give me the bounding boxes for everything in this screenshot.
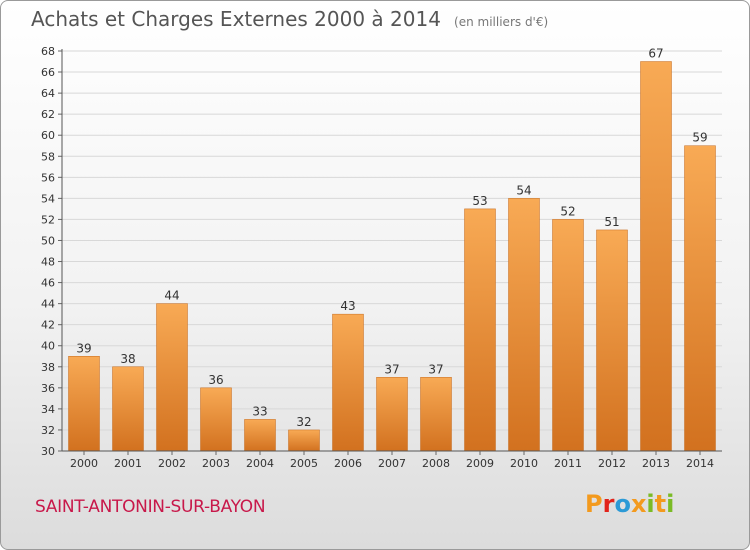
x-tick-label: 2008 (422, 457, 450, 470)
x-tick-label: 2011 (554, 457, 582, 470)
bars: 39 38 44 36 33 32 43 37 37 53 54 52 51 67 59 (68, 47, 716, 452)
data-label: 38 (120, 352, 135, 366)
bar-2014 (684, 145, 716, 452)
x-tick-label: 2014 (686, 457, 714, 470)
logo-letter: i (646, 490, 655, 518)
data-label: 44 (164, 289, 179, 303)
bar-2001 (112, 366, 144, 452)
x-tick-label: 2012 (598, 457, 626, 470)
bar-2003 (200, 387, 232, 452)
bar-2005 (288, 429, 320, 452)
data-label: 36 (208, 373, 223, 387)
chart-subtitle: (en milliers d'€) (454, 15, 549, 29)
data-label: 59 (692, 131, 707, 145)
data-label: 32 (296, 415, 311, 429)
data-label: 37 (384, 362, 399, 376)
x-tick-label: 2003 (202, 457, 230, 470)
x-tick-label: 2002 (158, 457, 186, 470)
logo-letter: i (666, 490, 675, 518)
data-label: 67 (648, 47, 663, 61)
bar-2004 (244, 419, 276, 452)
y-tick-label: 42 (41, 319, 55, 332)
y-tick-label: 36 (41, 382, 55, 395)
proxiti-logo: Proxiti (585, 490, 674, 518)
bar-2008 (420, 377, 452, 452)
y-tick-label: 40 (41, 340, 55, 353)
bar-2006 (332, 313, 364, 452)
data-label: 39 (76, 341, 91, 355)
bar-2012 (596, 229, 628, 452)
y-tick-label: 44 (41, 298, 55, 311)
x-tick-label: 2007 (378, 457, 406, 470)
data-label: 37 (428, 362, 443, 376)
x-tick-label: 2006 (334, 457, 362, 470)
data-label: 52 (560, 204, 575, 218)
y-tick-label: 50 (41, 234, 55, 247)
logo-letter: t (654, 490, 667, 518)
y-tick-label: 68 (41, 45, 55, 58)
bar-2009 (464, 208, 496, 452)
y-tick-label: 56 (41, 171, 55, 184)
y-tick-label: 34 (41, 403, 55, 416)
bar-2011 (552, 219, 584, 452)
x-tick-label: 2000 (70, 457, 98, 470)
y-tick-label: 66 (41, 66, 55, 79)
data-label: 53 (472, 194, 487, 208)
logo-letter: o (614, 490, 631, 518)
y-tick-label: 30 (41, 445, 55, 458)
data-label: 43 (340, 299, 355, 313)
logo-letter: P (585, 490, 603, 518)
x-tick-label: 2005 (290, 457, 318, 470)
x-tick-label: 2009 (466, 457, 494, 470)
y-tick-label: 46 (41, 277, 55, 290)
chart-title: Achats et Charges Externes 2000 à 2014 (31, 7, 441, 31)
data-label: 54 (516, 183, 531, 197)
bar-2000 (68, 356, 100, 452)
y-tick-label: 58 (41, 150, 55, 163)
logo-letter: r (602, 490, 615, 518)
bar-2007 (376, 377, 408, 452)
y-tick-label: 60 (41, 129, 55, 142)
y-tick-label: 52 (41, 213, 55, 226)
y-tick-label: 38 (41, 361, 55, 374)
data-label: 33 (252, 404, 267, 418)
x-tick-label: 2010 (510, 457, 538, 470)
commune-name: SAINT-ANTONIN-SUR-BAYON (35, 497, 266, 517)
data-label: 51 (604, 215, 619, 229)
bar-2013 (640, 61, 672, 452)
axes: 30 32 34 36 38 40 42 44 46 48 50 52 54 56 58 60 62 64 66 68… (41, 45, 722, 470)
y-tick-label: 62 (41, 108, 55, 121)
chart-header: Achats et Charges Externes 2000 à 2014 (… (31, 7, 548, 31)
x-tick-label: 2001 (114, 457, 142, 470)
x-tick-label: 2013 (642, 457, 670, 470)
y-tick-label: 54 (41, 192, 55, 205)
y-tick-label: 48 (41, 256, 55, 269)
y-tick-label: 64 (41, 87, 55, 100)
x-tick-label: 2004 (246, 457, 274, 470)
y-tick-label: 32 (41, 424, 55, 437)
bar-2002 (156, 303, 188, 452)
logo-letter: x (630, 490, 647, 518)
bar-2010 (508, 198, 540, 452)
